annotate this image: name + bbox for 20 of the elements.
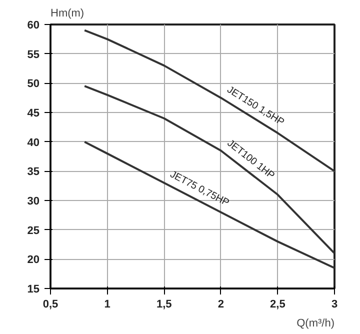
y-tick-label: 30: [27, 196, 40, 208]
x-axis-title: Q(m³/h): [296, 318, 335, 330]
x-tick-label: 0,5: [42, 298, 58, 310]
y-axis-title: Hm(m): [50, 8, 84, 20]
line-series: [84, 140, 334, 269]
y-tick-label: 20: [27, 254, 40, 266]
y-tick-label: 60: [27, 20, 40, 32]
x-tick-label: 1,5: [156, 298, 172, 310]
y-tick-label: 25: [27, 224, 40, 237]
y-tick-label: 50: [27, 78, 40, 90]
y-tick-label: 40: [27, 136, 40, 149]
y-tick-label: 15: [27, 284, 40, 296]
y-tick-label: 35: [27, 166, 40, 178]
x-tick-label: 2,5: [270, 298, 286, 310]
x-tick-label: 3: [331, 298, 338, 310]
x-tick-label: 1: [104, 298, 110, 310]
x-tick-label: 2: [218, 298, 224, 310]
line-series: [84, 85, 334, 254]
y-tick-label: 55: [27, 48, 40, 61]
y-tick-label: 45: [27, 108, 40, 120]
